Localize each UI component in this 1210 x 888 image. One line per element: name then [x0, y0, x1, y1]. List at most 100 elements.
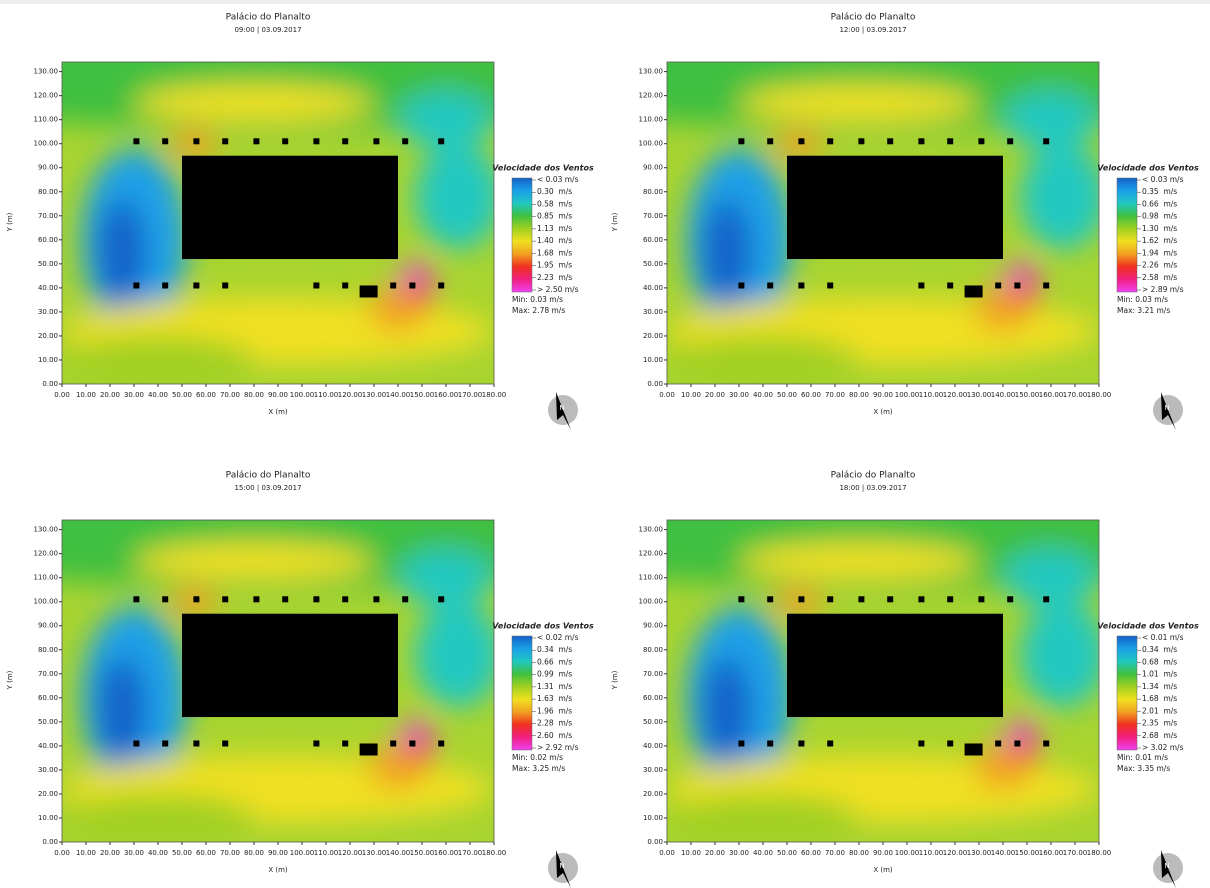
chart-title: Palácio do Planalto — [226, 471, 311, 481]
legend-label: < 0.01 m/s — [1142, 633, 1184, 642]
x-tick-label: 90.00 — [268, 849, 288, 857]
x-tick-label: 10.00 — [76, 391, 96, 399]
x-tick-label: 140.00 — [386, 849, 411, 857]
field-blob — [62, 520, 494, 588]
field-blob — [1019, 601, 1099, 708]
pillar — [222, 138, 229, 145]
legend-label: > 3.02 m/s — [1142, 743, 1184, 752]
x-tick-label: 110.00 — [314, 391, 339, 399]
x-tick-label: 90.00 — [873, 391, 893, 399]
x-tick-label: 170.00 — [458, 849, 483, 857]
pillar — [313, 596, 320, 603]
x-tick-label: 70.00 — [825, 849, 845, 857]
pillar — [162, 596, 169, 603]
legend-label: 2.28 m/s — [537, 719, 572, 728]
pillar — [409, 740, 416, 747]
y-tick-label: 110.00 — [639, 116, 664, 124]
legend-label: 2.26 m/s — [1142, 261, 1177, 270]
field-blob — [1019, 143, 1099, 250]
field-blob — [667, 335, 859, 384]
y-tick-label: 40.00 — [38, 742, 58, 750]
x-tick-label: 100.00 — [290, 849, 315, 857]
legend-label: > 2.92 m/s — [537, 743, 579, 752]
legend-label: 1.30 m/s — [1142, 224, 1177, 233]
legend-max: Max: 3.25 m/s — [512, 764, 565, 773]
x-tick-label: 20.00 — [705, 849, 725, 857]
y-tick-label: 110.00 — [639, 574, 664, 582]
y-tick-label: 130.00 — [34, 68, 59, 76]
pillar — [282, 596, 289, 603]
legend-label: 1.01 m/s — [1142, 670, 1177, 679]
compass-label: N — [559, 862, 564, 870]
x-tick-label: 120.00 — [338, 849, 363, 857]
x-tick-label: 170.00 — [1063, 391, 1088, 399]
legend-label: 0.66 m/s — [1142, 199, 1177, 208]
pillar — [827, 282, 834, 289]
x-tick-label: 130.00 — [967, 391, 992, 399]
x-tick-label: 80.00 — [244, 849, 264, 857]
x-tick-label: 110.00 — [919, 849, 944, 857]
pillar — [313, 740, 320, 747]
legend-title: Velocidade dos Ventos — [492, 622, 594, 631]
field-blob — [98, 199, 146, 305]
pillar — [253, 138, 260, 145]
legend-label: > 2.89 m/s — [1142, 285, 1184, 294]
legend-label: 1.63 m/s — [537, 694, 572, 703]
y-tick-label: 0.00 — [42, 838, 58, 846]
field-blob — [667, 793, 859, 842]
legend-label: 0.66 m/s — [537, 657, 572, 666]
y-tick-label: 20.00 — [643, 790, 663, 798]
pillar — [1007, 138, 1014, 145]
legend-label: < 0.03 m/s — [537, 175, 579, 184]
y-tick-label: 0.00 — [42, 380, 58, 388]
pillar — [162, 740, 169, 747]
pillar — [193, 596, 200, 603]
y-tick-label: 130.00 — [639, 526, 664, 534]
compass-arrow — [556, 392, 571, 430]
legend-label: 1.13 m/s — [537, 224, 572, 233]
pillar — [1043, 596, 1050, 603]
colorbar — [1116, 635, 1138, 751]
x-tick-label: 10.00 — [681, 849, 701, 857]
pillar — [738, 740, 745, 747]
y-tick-label: 90.00 — [38, 622, 58, 630]
pillar — [918, 138, 925, 145]
x-tick-label: 80.00 — [849, 391, 869, 399]
pillar — [193, 138, 200, 145]
legend-label: 0.98 m/s — [1142, 212, 1177, 221]
pillar — [827, 596, 834, 603]
y-tick-label: 30.00 — [38, 766, 58, 774]
y-tick-label: 100.00 — [639, 140, 664, 148]
pillar — [978, 138, 985, 145]
x-tick-label: 180.00 — [1087, 391, 1112, 399]
compass-arrow — [556, 850, 571, 888]
y-tick-label: 120.00 — [639, 550, 664, 558]
legend-label: 0.99 m/s — [537, 670, 572, 679]
pillar — [887, 138, 894, 145]
x-tick-label: 70.00 — [825, 391, 845, 399]
x-tick-label: 10.00 — [76, 849, 96, 857]
field-blobs — [62, 520, 494, 842]
y-tick-label: 60.00 — [643, 694, 663, 702]
legend-max: Max: 3.21 m/s — [1117, 306, 1170, 315]
x-axis-label: X (m) — [268, 408, 288, 416]
legend-label: 0.30 m/s — [537, 187, 572, 196]
x-tick-label: 130.00 — [362, 391, 387, 399]
x-tick-label: 50.00 — [172, 849, 192, 857]
x-tick-label: 120.00 — [943, 391, 968, 399]
x-tick-label: 0.00 — [659, 849, 675, 857]
pillar — [342, 138, 349, 145]
x-tick-label: 180.00 — [1087, 849, 1112, 857]
y-tick-label: 110.00 — [34, 116, 59, 124]
top-bar — [0, 0, 1210, 4]
legend-title: Velocidade dos Ventos — [492, 164, 594, 173]
y-tick-label: 90.00 — [643, 622, 663, 630]
panel: Palácio do Planalto 09:00 | 03.09.2017 0.0… — [6, 13, 594, 430]
y-tick-label: 120.00 — [34, 550, 59, 558]
legend-label: < 0.02 m/s — [537, 633, 579, 642]
legend-label: 1.96 m/s — [537, 706, 572, 715]
pillar — [947, 282, 954, 289]
pillar — [193, 282, 200, 289]
legend-label: 1.40 m/s — [537, 236, 572, 245]
